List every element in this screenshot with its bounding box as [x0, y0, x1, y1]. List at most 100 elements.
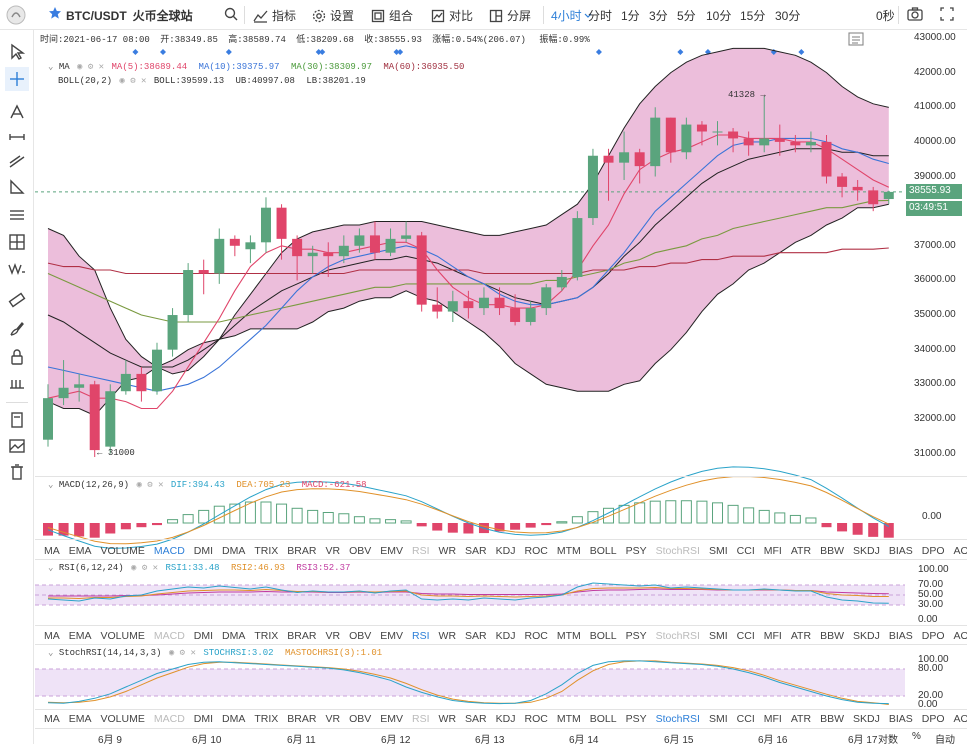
indicator-tab-ao[interactable]: AO [953, 630, 967, 642]
candle-body[interactable] [681, 124, 692, 153]
indicator-tab-bias[interactable]: BIAS [888, 713, 913, 725]
indicator-tab-atr[interactable]: ATR [790, 545, 812, 557]
indicator-tab-dma[interactable]: DMA [222, 713, 246, 725]
event-marker-icon[interactable] [319, 49, 326, 55]
candle-body[interactable] [369, 235, 380, 253]
indicator-tab-ema[interactable]: EMA [68, 545, 92, 557]
indicator-tab-emv[interactable]: EMV [380, 713, 404, 725]
stochrsi-eye-icon[interactable]: ◉ ⚙ ✕ [168, 648, 196, 658]
candle-body[interactable] [463, 301, 474, 309]
indicator-tab-volume[interactable]: VOLUME [100, 545, 145, 557]
indicator-tab-ma[interactable]: MA [44, 713, 60, 725]
candle-body[interactable] [136, 373, 147, 392]
indicator-tab-stochrsi[interactable]: StochRSI [655, 630, 700, 642]
indicator-tab-rsi[interactable]: RSI [412, 545, 430, 557]
candle-body[interactable] [572, 218, 583, 277]
indicator-tab-sar[interactable]: SAR [465, 545, 487, 557]
indicator-tab-dpo[interactable]: DPO [921, 545, 945, 557]
indicator-tab-bias[interactable]: BIAS [888, 545, 913, 557]
indicator-tab-boll[interactable]: BOLL [589, 545, 617, 557]
indicator-tab-cci[interactable]: CCI [736, 630, 755, 642]
indicator-tab-macd[interactable]: MACD [153, 545, 185, 557]
interval-3m[interactable]: 3分 [649, 7, 668, 24]
macd-collapse-icon[interactable]: ⌄ [48, 480, 54, 490]
candle-body[interactable] [790, 141, 801, 146]
candle-body[interactable] [447, 301, 458, 312]
indicator-tab-stochrsi[interactable]: StochRSI [655, 545, 700, 557]
candle-body[interactable] [587, 155, 598, 219]
fullscreen-icon[interactable] [940, 7, 954, 21]
boll-eye-icon[interactable]: ◉ ⚙ ✕ [119, 76, 147, 86]
candle-body[interactable] [43, 398, 53, 440]
lock-icon[interactable] [5, 345, 29, 369]
ma-eye-icon[interactable]: ◉ ⚙ ✕ [77, 62, 105, 72]
indicator-tab-mtm[interactable]: MTM [556, 713, 581, 725]
candle-body[interactable] [120, 373, 131, 392]
indicator-tab-obv[interactable]: OBV [349, 630, 372, 642]
candle-body[interactable] [167, 315, 178, 350]
candle-body[interactable] [712, 131, 723, 133]
indicator-tab-emv[interactable]: EMV [380, 630, 404, 642]
indicator-tab-ma[interactable]: MA [44, 630, 60, 642]
indicator-tab-cci[interactable]: CCI [736, 545, 755, 557]
indicator-tab-rsi[interactable]: RSI [412, 713, 430, 725]
pattern-tool-icon[interactable] [5, 257, 29, 281]
indicator-tab-stochrsi[interactable]: StochRSI [655, 713, 700, 725]
indicator-tab-dmi[interactable]: DMI [193, 545, 214, 557]
candle-body[interactable] [229, 238, 240, 246]
candle-body[interactable] [214, 238, 225, 274]
candle-body[interactable] [292, 238, 303, 257]
interval-timeline[interactable]: 分时 [588, 7, 612, 24]
candle-body[interactable] [619, 152, 630, 163]
indicator-tab-obv[interactable]: OBV [349, 713, 372, 725]
indicator-tab-ema[interactable]: EMA [68, 713, 92, 725]
indicator-tab-macd[interactable]: MACD [153, 630, 185, 642]
event-marker-icon[interactable] [225, 49, 232, 55]
log-scale-toggle[interactable]: 对数 [878, 735, 898, 746]
indicator-tab-skdj[interactable]: SKDJ [852, 545, 880, 557]
candle-body[interactable] [307, 252, 318, 257]
candle-body[interactable] [385, 238, 396, 253]
interval-10m[interactable]: 10分 [706, 7, 731, 24]
triangle-tool-icon[interactable] [5, 175, 29, 199]
event-marker-icon[interactable] [595, 49, 602, 55]
bookmark-icon[interactable] [5, 408, 29, 432]
indicator-tab-wr[interactable]: WR [438, 545, 457, 557]
candle-body[interactable] [556, 276, 567, 288]
event-marker-icon[interactable] [159, 49, 166, 55]
indicator-tab-emv[interactable]: EMV [380, 545, 404, 557]
indicator-tab-volume[interactable]: VOLUME [100, 630, 145, 642]
candle-body[interactable] [650, 117, 661, 167]
stochrsi-collapse-icon[interactable]: ⌄ [48, 648, 54, 658]
indicator-tab-cci[interactable]: CCI [736, 713, 755, 725]
indicator-tab-psy[interactable]: PSY [625, 713, 647, 725]
indicator-tab-vr[interactable]: VR [325, 630, 341, 642]
candle-body[interactable] [868, 190, 879, 205]
indicator-tab-kdj[interactable]: KDJ [495, 545, 516, 557]
candle-body[interactable] [432, 304, 443, 312]
indicator-tab-brar[interactable]: BRAR [287, 713, 317, 725]
indicator-tab-ao[interactable]: AO [953, 713, 967, 725]
candle-body[interactable] [338, 245, 349, 257]
search-icon[interactable] [224, 7, 238, 21]
candle-body[interactable] [805, 141, 816, 146]
indicator-tab-psy[interactable]: PSY [625, 545, 647, 557]
indicator-tab-trix[interactable]: TRIX [254, 630, 279, 642]
indicator-tab-kdj[interactable]: KDJ [495, 630, 516, 642]
event-marker-icon[interactable] [315, 49, 322, 55]
candle-body[interactable] [416, 235, 427, 305]
event-marker-icon[interactable] [798, 49, 805, 55]
favorite-star-icon[interactable] [48, 6, 62, 20]
indicator-tab-dma[interactable]: DMA [222, 545, 246, 557]
interval-4h[interactable]: 4小时 [551, 7, 592, 24]
indicator-tab-vr[interactable]: VR [325, 713, 341, 725]
candle-body[interactable] [774, 138, 785, 142]
indicator-tab-wr[interactable]: WR [438, 713, 457, 725]
indicator-tab-kdj[interactable]: KDJ [495, 713, 516, 725]
indicator-tab-smi[interactable]: SMI [708, 713, 728, 725]
indicator-tab-dpo[interactable]: DPO [921, 713, 945, 725]
auto-scale-toggle[interactable]: 自动 [935, 735, 955, 746]
rsi-collapse-icon[interactable]: ⌄ [48, 563, 54, 573]
candle-body[interactable] [58, 387, 69, 399]
